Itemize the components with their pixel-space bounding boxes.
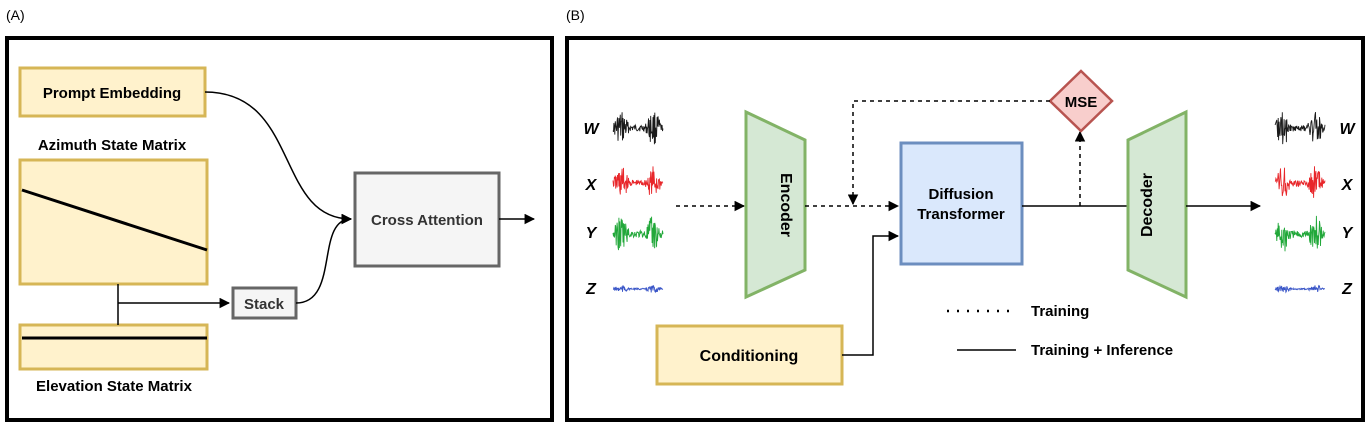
encoder-label: Encoder	[777, 173, 794, 237]
cross-attention-label: Cross Attention	[371, 212, 483, 229]
conditioning-to-dit-arrow	[842, 230, 900, 356]
prompt-embedding-box: Prompt Embedding	[18, 66, 207, 118]
waveform-z	[612, 285, 664, 294]
waveform-z	[1274, 284, 1326, 294]
out-label-x: X	[1341, 177, 1354, 194]
azimuth-matrix-box	[18, 158, 209, 286]
mse-label: MSE	[1065, 94, 1098, 111]
legend-training-label: Training	[1031, 303, 1089, 320]
conditioning-box: Conditioning	[655, 324, 844, 386]
legend: Training Training + Inference	[947, 303, 1173, 359]
diffusion-label-line1: Diffusion	[929, 186, 994, 203]
prompt-embedding-label: Prompt Embedding	[43, 85, 181, 102]
panel-a-tag: (A)	[6, 7, 25, 23]
panel-b-tag: (B)	[566, 7, 585, 23]
cross-attention-box: Cross Attention	[353, 171, 501, 268]
decoder-block: Decoder	[1126, 109, 1188, 300]
encoder-block: Encoder	[744, 109, 807, 300]
stack-label: Stack	[244, 296, 285, 313]
output-waveforms	[1274, 112, 1326, 294]
waveform-y	[612, 216, 664, 251]
diffusion-transformer-box: Diffusion Transformer	[899, 141, 1024, 266]
mse-feedback-arrow	[847, 100, 1050, 206]
input-waveforms	[612, 112, 664, 294]
in-label-y: Y	[586, 225, 598, 242]
conditioning-label: Conditioning	[700, 348, 799, 365]
decoder-label: Decoder	[1139, 173, 1156, 237]
waveform-w	[612, 112, 664, 145]
in-label-x: X	[585, 177, 598, 194]
out-label-w: W	[1339, 121, 1356, 138]
waveform-x	[1274, 166, 1326, 198]
in-label-w: W	[583, 121, 600, 138]
azimuth-title: Azimuth State Matrix	[38, 137, 187, 154]
out-label-y: Y	[1342, 225, 1354, 242]
mse-node: MSE	[1048, 69, 1114, 133]
elevation-title: Elevation State Matrix	[36, 378, 193, 395]
stack-to-attention-arrow	[295, 213, 353, 304]
in-label-z: Z	[585, 281, 597, 298]
waveform-x	[612, 166, 664, 195]
waveform-w	[1274, 112, 1326, 145]
prompt-to-attention-arrow	[204, 91, 353, 225]
waveform-y	[1274, 215, 1326, 252]
diffusion-label-line2: Transformer	[917, 206, 1005, 223]
legend-training-inference-label: Training + Inference	[1031, 342, 1173, 359]
stack-box: Stack	[231, 286, 298, 320]
out-label-z: Z	[1341, 281, 1353, 298]
elevation-matrix-box	[18, 323, 209, 371]
